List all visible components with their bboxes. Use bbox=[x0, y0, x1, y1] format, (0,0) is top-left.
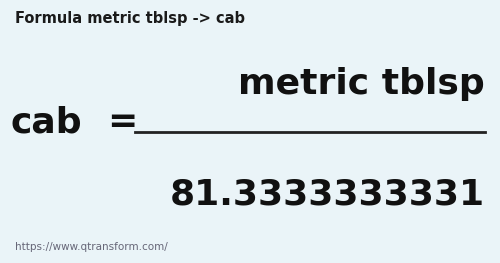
Text: Formula metric tblsp -> cab: Formula metric tblsp -> cab bbox=[15, 11, 245, 26]
Text: 81.3333333331: 81.3333333331 bbox=[170, 178, 485, 212]
Text: metric tblsp: metric tblsp bbox=[238, 67, 485, 101]
Text: https://www.qtransform.com/: https://www.qtransform.com/ bbox=[15, 242, 168, 252]
Text: =: = bbox=[108, 105, 138, 139]
Text: cab: cab bbox=[10, 105, 82, 139]
